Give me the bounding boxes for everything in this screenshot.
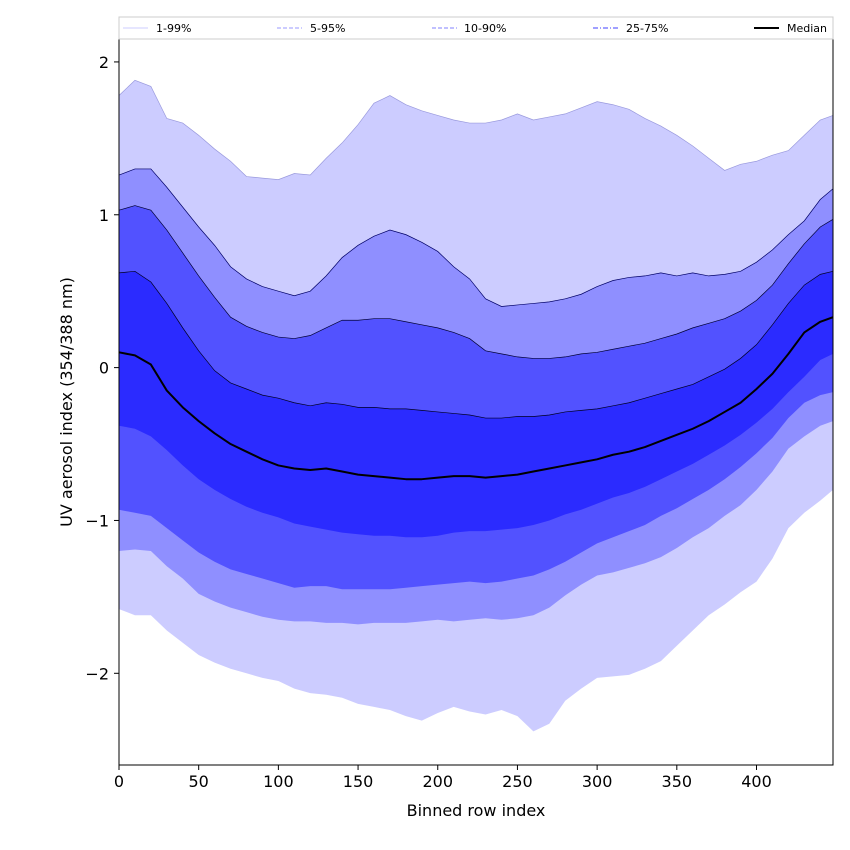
x-tick-label: 400 xyxy=(741,772,772,791)
legend-box xyxy=(118,16,834,40)
x-tick-label: 200 xyxy=(422,772,453,791)
x-tick-label: 250 xyxy=(502,772,533,791)
legend-label: Median xyxy=(787,22,827,35)
y-axis-ticks: −2 −1 0 1 2 xyxy=(85,53,119,683)
legend: 1-99% 5-95% 10-90% 25-75% Median xyxy=(118,16,834,40)
band-upper-edge-5-95-pct xyxy=(118,168,834,307)
x-tick-label: 300 xyxy=(582,772,613,791)
x-tick-label: 350 xyxy=(662,772,693,791)
legend-label: 5-95% xyxy=(310,22,345,35)
y-tick-label: 1 xyxy=(99,206,109,225)
percentile-bands xyxy=(118,79,834,732)
y-tick-label: −2 xyxy=(85,664,109,683)
band-upper-edge-10-90-pct xyxy=(118,205,834,359)
median-layer xyxy=(118,316,834,481)
legend-label: 25-75% xyxy=(626,22,668,35)
band-upper-edge-25-75-pct xyxy=(118,270,834,419)
x-axis-ticks: 0 50 100 150 200 250 300 350 400 xyxy=(114,765,772,791)
band-upper-edge-1-99-pct xyxy=(118,79,834,180)
y-tick-label: 0 xyxy=(99,359,109,378)
x-tick-label: 100 xyxy=(263,772,294,791)
band-25-75-pct xyxy=(119,271,833,538)
x-tick-label: 150 xyxy=(343,772,374,791)
median-line xyxy=(118,316,834,481)
y-tick-label: 2 xyxy=(99,53,109,72)
y-axis-label: UV aerosol index (354/388 nm) xyxy=(57,277,76,527)
x-tick-label: 50 xyxy=(189,772,209,791)
y-tick-label: −1 xyxy=(85,511,109,530)
x-tick-label: 0 xyxy=(114,772,124,791)
x-axis-label: Binned row index xyxy=(407,801,546,820)
legend-label: 10-90% xyxy=(464,22,506,35)
legend-label: 1-99% xyxy=(156,22,191,35)
